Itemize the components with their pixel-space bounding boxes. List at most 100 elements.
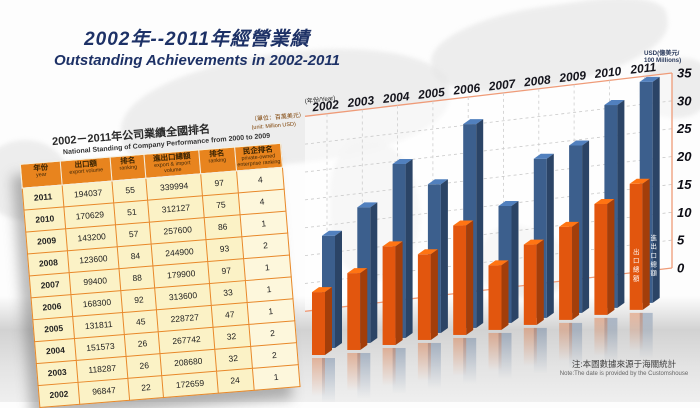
year-label: 2010 <box>593 64 622 81</box>
reflection <box>463 337 477 384</box>
bar-export-2002 <box>312 292 325 355</box>
ranking-table: 年份 year 出口額 export volume 排名 ranking 進出口總額 expo… <box>19 142 301 408</box>
bar-total-2011-side <box>652 76 660 303</box>
bar-total-2010-top <box>604 100 625 106</box>
reflection <box>639 312 653 359</box>
main-title-zh: 2002年--2011年經營業績 <box>84 29 310 50</box>
bar-total-2005-side <box>440 179 448 333</box>
column-header: 排名 ranking <box>110 154 147 181</box>
source-note-en: Note:The date is provided by the Customs… <box>559 371 689 377</box>
main-title-en: Outstanding Achievements in 2002-2011 <box>54 52 340 69</box>
bar-export-2003-top <box>347 268 368 274</box>
bar-export-2010-top <box>594 199 615 205</box>
bar-export-2007 <box>488 265 502 330</box>
series-label-total: 進 <box>651 233 658 242</box>
bar-export-2009 <box>559 226 573 320</box>
bar-export-2009-top <box>559 221 580 227</box>
year-label: 2003 <box>346 93 375 110</box>
bar-export-2008-top <box>523 239 544 245</box>
bar-total-2002-side <box>335 230 342 348</box>
year-label: 2009 <box>558 68 587 85</box>
bar-export-2008 <box>523 244 537 325</box>
bar-export-2005-side <box>430 249 438 340</box>
reflection <box>488 332 502 371</box>
column-header: 排名 ranking <box>198 147 237 174</box>
bar-total-2006-side <box>476 119 484 328</box>
reflection <box>357 352 371 399</box>
year-label: 2005 <box>416 85 445 102</box>
table-cell: 26 <box>124 331 161 356</box>
table-cell: 97 <box>207 258 246 284</box>
bar-export-2011 <box>629 183 643 310</box>
series-label-total: 口 <box>651 251 657 259</box>
bar-export-2007-top <box>488 260 509 266</box>
table-cell: 92 <box>121 287 157 313</box>
bar-export-2011-side <box>642 178 650 310</box>
table-cell: 93 <box>205 236 244 262</box>
y-tick-label: 25 <box>676 121 692 136</box>
bar-total-2004-side <box>405 158 413 338</box>
reflection <box>382 347 396 386</box>
table-cell: 32 <box>212 323 251 349</box>
reflection <box>523 327 537 366</box>
bar-export-2007-side <box>501 260 509 330</box>
table-cell: 86 <box>203 214 242 240</box>
reflection <box>347 352 361 391</box>
table-cell: 57 <box>115 221 152 247</box>
y-axis-unit-label: USD(億美元/ <box>644 49 680 57</box>
bar-total-2005-top <box>427 179 448 185</box>
table-cell: 51 <box>114 199 150 225</box>
bar-total-2002-top <box>322 230 342 236</box>
y-axis-unit-label: 100 Millions) <box>644 57 681 64</box>
table-cell: 47 <box>210 302 249 327</box>
year-label: 2011 <box>629 60 658 77</box>
series-label-export: 總 <box>633 264 640 273</box>
bar-export-2004 <box>382 246 396 345</box>
y-tick-label: 30 <box>677 93 692 108</box>
year-label: 2007 <box>487 76 517 93</box>
table-cell: 172659 <box>162 370 218 398</box>
reflection <box>322 358 335 402</box>
year-label: 2006 <box>452 81 481 98</box>
reflection <box>559 322 573 361</box>
reflection <box>604 317 618 364</box>
bar-export-2006 <box>453 225 467 335</box>
bar-total-2009-top <box>569 140 590 146</box>
bar-export-2003-side <box>360 268 368 350</box>
bar-total-2003-top <box>357 202 378 208</box>
series-label-total: 額 <box>651 268 658 277</box>
table-cell: 33 <box>209 280 247 305</box>
bar-total-2006-top <box>463 119 484 125</box>
source-note: 注:本圖數據來源于海關統計 Note:The date is provided … <box>545 358 700 377</box>
bar-export-2004-top <box>382 241 403 247</box>
bar-export-2003 <box>347 273 361 350</box>
year-label: 2008 <box>522 72 551 89</box>
table-cell: 75 <box>202 192 240 218</box>
bar-export-2010-side <box>607 199 615 315</box>
y-tick-label: 5 <box>677 233 685 248</box>
reflection <box>427 342 441 389</box>
bar-export-2005-top <box>417 249 438 255</box>
series-label-export: 口 <box>633 257 639 265</box>
bar-total-2003-side <box>370 202 378 343</box>
y-tick-label: 10 <box>677 205 692 220</box>
table-cell: 1 <box>252 364 301 390</box>
y-tick-label: 15 <box>677 177 692 192</box>
ranking-table-panel: 2002－2011年公司業績全國排名 National Standing of … <box>16 113 327 408</box>
reflection <box>594 317 608 356</box>
bar-total-2009-side <box>582 140 590 313</box>
bar-export-2006-side <box>466 220 474 335</box>
bar-total-2004-top <box>392 158 413 164</box>
bar-export-2008-side <box>536 239 544 325</box>
bar-chart: 0 5 10 15 20 25 30 35 USD(億美元/100 Millions) (年份/Y… <box>304 49 692 402</box>
reflection <box>533 327 547 374</box>
y-tick-label: 35 <box>677 66 692 81</box>
bar-total-2010-side <box>617 100 625 308</box>
bar-export-2006-top <box>453 220 474 226</box>
table-cell: 45 <box>122 309 159 334</box>
reflection <box>417 342 431 381</box>
bar-total-2011-top <box>639 76 660 82</box>
bar-total-2007-side <box>511 201 519 323</box>
table-cell: 26 <box>126 353 163 378</box>
year-label: 2004 <box>381 89 410 106</box>
